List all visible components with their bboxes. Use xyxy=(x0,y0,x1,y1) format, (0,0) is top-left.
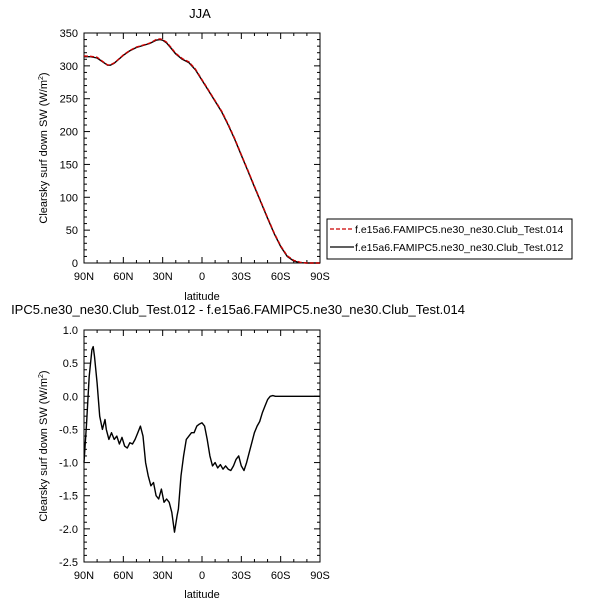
legend-label-0: f.e15a6.FAMIPC5.ne30_ne30.Club_Test.014 xyxy=(355,224,564,236)
x-tick-label: 30S xyxy=(232,570,252,582)
y-tick-label: -2.5 xyxy=(59,557,78,569)
x-tick-label: 60N xyxy=(113,570,133,582)
top-plot-frame xyxy=(83,32,321,264)
top-ylabel-sup: 2 xyxy=(38,76,45,80)
y-tick-label: -1.5 xyxy=(59,491,78,503)
bottom-ylabel-close: ) xyxy=(38,370,50,374)
y-tick-label: 50 xyxy=(66,225,78,237)
x-tick-label: 0 xyxy=(199,271,205,283)
bottom-ylabel-text: Clearsky surf down SW (W/m xyxy=(38,378,50,522)
x-tick-label: 60S xyxy=(271,271,291,283)
legend-box xyxy=(326,218,573,260)
y-tick-label: 250 xyxy=(60,94,78,106)
y-tick-label: 1.0 xyxy=(63,325,78,337)
legend: f.e15a6.FAMIPC5.ne30_ne30.Club_Test.014 … xyxy=(326,218,573,260)
x-tick-label: 30N xyxy=(153,570,173,582)
x-tick-label: 90S xyxy=(310,570,330,582)
top-axis-ticks: 90N 60N 30N 0 30S 60S 90S 0 50 100 150 200 250 300 350 xyxy=(60,28,330,283)
x-tick-label: 60N xyxy=(113,271,133,283)
bottom-xlabel: latitude xyxy=(184,589,219,601)
x-tick-label: 90N xyxy=(74,570,94,582)
x-tick-label: 30S xyxy=(232,271,252,283)
bottom-ylabel-sup: 2 xyxy=(38,374,45,378)
bottom-axis-ticks: 90N 60N 30N 0 30S 60S 90S -2.5 -2.0 -1.5 -1.0 -0.5 0… xyxy=(59,325,330,582)
y-tick-label: 0 xyxy=(72,258,78,270)
x-tick-label: 0 xyxy=(199,570,205,582)
bottom-ylabel: Clearsky surf down SW (W/m2) xyxy=(38,370,50,521)
y-tick-label: 350 xyxy=(60,28,78,40)
legend-label-1: f.e15a6.FAMIPC5.ne30_ne30.Club_Test.012 xyxy=(355,242,564,254)
top-ylabel-close: ) xyxy=(38,72,50,76)
y-tick-label: -0.5 xyxy=(59,424,78,436)
y-tick-label: 300 xyxy=(60,61,78,73)
y-tick-label: 0.0 xyxy=(63,391,78,403)
top-panel: JJA 90N 60N 30N 0 30S 60S 90S 0 50 100 150 200 250 30… xyxy=(38,6,330,303)
top-series-lines xyxy=(83,38,320,264)
y-tick-label: 0.5 xyxy=(63,358,78,370)
top-xlabel: latitude xyxy=(184,291,219,303)
x-tick-label: 60S xyxy=(271,570,291,582)
y-tick-label: 200 xyxy=(60,127,78,139)
series-line-1 xyxy=(83,38,320,264)
bottom-panel: IPC5.ne30_ne30.Club_Test.012 - f.e15a6.F… xyxy=(11,302,465,601)
top-chart-title: JJA xyxy=(189,6,211,21)
bottom-chart-title: IPC5.ne30_ne30.Club_Test.012 - f.e15a6.F… xyxy=(11,302,465,317)
top-ylabel: Clearsky surf down SW (W/m2) xyxy=(38,72,50,223)
top-ylabel-text: Clearsky surf down SW (W/m xyxy=(38,80,50,224)
y-tick-label: -1.0 xyxy=(59,458,78,470)
bottom-series-lines xyxy=(83,345,320,533)
bottom-plot-frame xyxy=(83,329,321,563)
x-tick-label: 90N xyxy=(74,271,94,283)
y-tick-label: 150 xyxy=(60,159,78,171)
y-tick-label: -2.0 xyxy=(59,524,78,536)
x-tick-label: 90S xyxy=(310,271,330,283)
y-tick-label: 100 xyxy=(60,192,78,204)
x-tick-label: 30N xyxy=(153,271,173,283)
series-line-0 xyxy=(83,345,320,533)
series-line-0 xyxy=(84,38,320,264)
